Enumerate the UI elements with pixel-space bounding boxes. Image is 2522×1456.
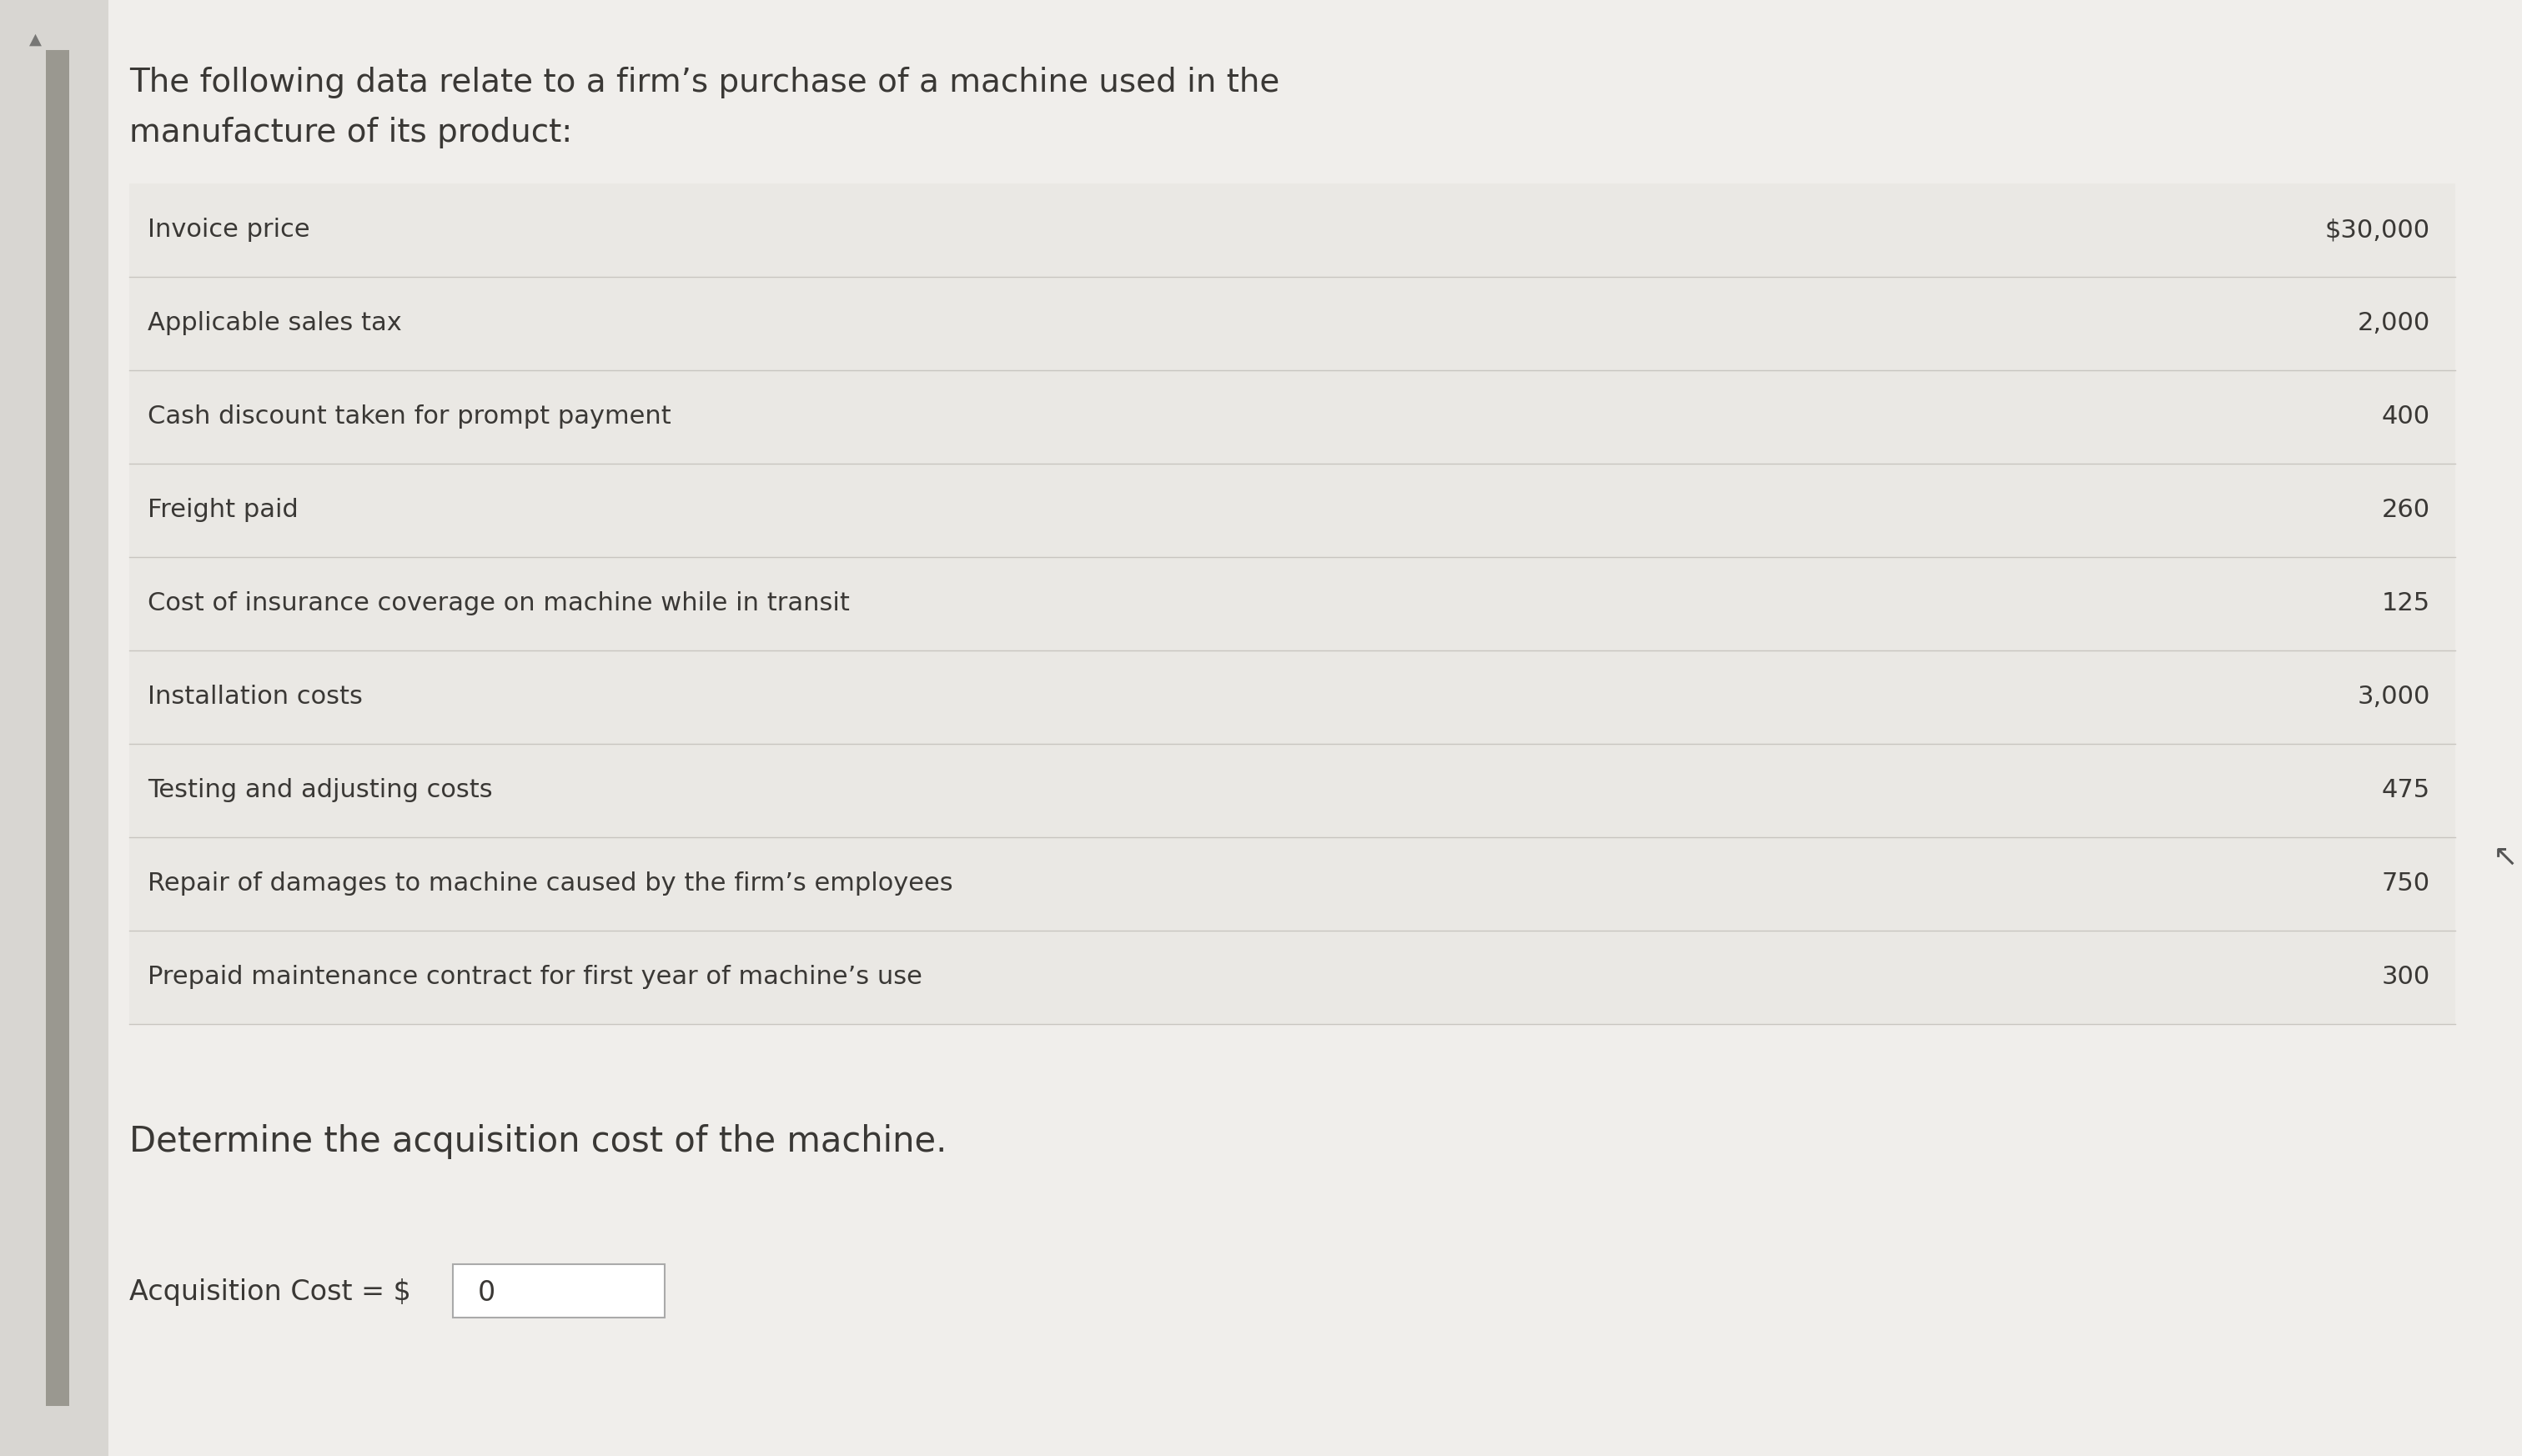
Text: 3,000: 3,000 (2358, 686, 2431, 709)
FancyBboxPatch shape (129, 183, 2456, 1024)
Text: Invoice price: Invoice price (149, 218, 310, 242)
Text: ▲: ▲ (28, 32, 40, 48)
Text: Applicable sales tax: Applicable sales tax (149, 312, 401, 336)
Text: 2,000: 2,000 (2358, 312, 2431, 336)
Text: Cost of insurance coverage on machine while in transit: Cost of insurance coverage on machine wh… (149, 591, 850, 616)
Text: Cash discount taken for prompt payment: Cash discount taken for prompt payment (149, 405, 671, 430)
Text: Testing and adjusting costs: Testing and adjusting costs (149, 779, 492, 802)
Text: 400: 400 (2381, 405, 2431, 430)
Text: 0: 0 (477, 1278, 497, 1306)
FancyBboxPatch shape (45, 50, 68, 1406)
Text: The following data relate to a firm’s purchase of a machine used in the: The following data relate to a firm’s pu… (129, 67, 1279, 99)
Text: 750: 750 (2381, 872, 2431, 895)
Text: Freight paid: Freight paid (149, 498, 298, 523)
FancyBboxPatch shape (454, 1264, 666, 1318)
Text: Acquisition Cost = $: Acquisition Cost = $ (129, 1278, 411, 1306)
Text: Installation costs: Installation costs (149, 686, 363, 709)
Text: 260: 260 (2381, 498, 2431, 523)
FancyBboxPatch shape (0, 0, 108, 1456)
Text: Determine the acquisition cost of the machine.: Determine the acquisition cost of the ma… (129, 1124, 946, 1159)
Text: ↖: ↖ (2492, 843, 2517, 872)
Text: Prepaid maintenance contract for first year of machine’s use: Prepaid maintenance contract for first y… (149, 965, 923, 990)
Text: Repair of damages to machine caused by the firm’s employees: Repair of damages to machine caused by t… (149, 872, 953, 895)
Text: manufacture of its product:: manufacture of its product: (129, 116, 572, 149)
Text: 300: 300 (2381, 965, 2431, 990)
Text: 125: 125 (2381, 591, 2431, 616)
Text: $30,000: $30,000 (2325, 218, 2431, 242)
Text: 475: 475 (2381, 779, 2431, 802)
